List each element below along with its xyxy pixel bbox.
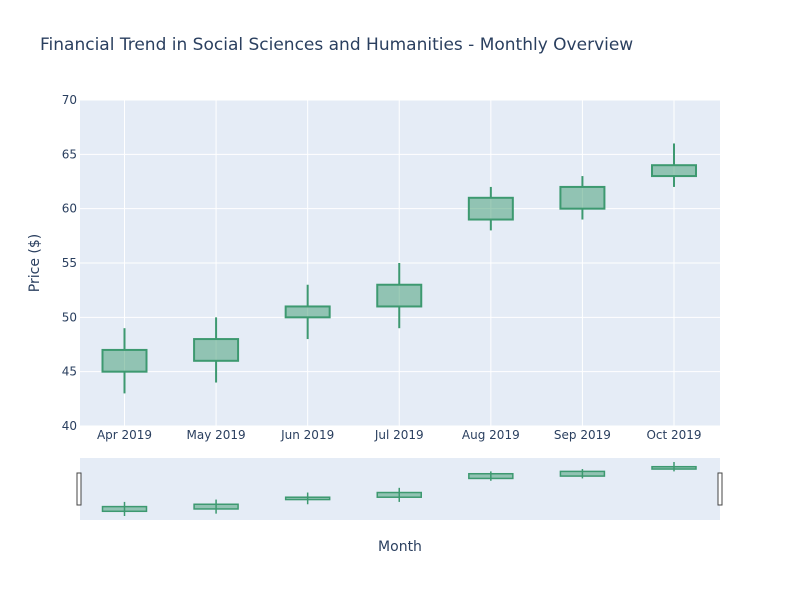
x-tick-label: Apr 2019 bbox=[97, 428, 152, 442]
y-axis-ticks: 40 45 50 55 60 65 70 bbox=[62, 93, 77, 433]
range-slider-candles bbox=[101, 462, 697, 516]
range-slider-right-handle[interactable] bbox=[717, 472, 723, 506]
candle-body bbox=[284, 305, 331, 319]
x-tick-label: Sep 2019 bbox=[554, 428, 611, 442]
candle-body bbox=[193, 338, 240, 362]
x-axis-ticks: Apr 2019 May 2019 Jun 2019 Jul 2019 Aug 2019… bbox=[97, 428, 702, 442]
x-tick-label: Aug 2019 bbox=[462, 428, 520, 442]
candle-body bbox=[101, 348, 148, 373]
slider-candle-body bbox=[468, 472, 514, 480]
x-tick-label: May 2019 bbox=[186, 428, 245, 442]
x-axis-title: Month bbox=[378, 539, 422, 555]
range-slider-left-handle[interactable] bbox=[76, 472, 82, 506]
y-tick-label: 70 bbox=[62, 93, 77, 107]
y-tick-label: 55 bbox=[62, 256, 77, 270]
candle-body bbox=[559, 185, 606, 210]
slider-candle-body bbox=[284, 496, 331, 501]
x-tick-label: Jul 2019 bbox=[374, 428, 424, 442]
slider-candle-body bbox=[559, 470, 606, 477]
chart-title: Financial Trend in Social Sciences and H… bbox=[40, 35, 633, 55]
slider-candle-body bbox=[193, 503, 239, 510]
candle-body bbox=[467, 196, 514, 221]
slider-candle-body bbox=[651, 465, 697, 470]
candles bbox=[101, 143, 697, 394]
candle-body bbox=[651, 164, 697, 178]
slider-candle-body bbox=[101, 505, 148, 513]
x-tick-label: Oct 2019 bbox=[646, 428, 701, 442]
y-axis-title: Price ($) bbox=[27, 234, 43, 292]
y-tick-label: 60 bbox=[62, 202, 77, 216]
y-tick-label: 40 bbox=[62, 419, 77, 433]
y-tick-label: 65 bbox=[62, 147, 77, 161]
y-tick-label: 45 bbox=[62, 365, 77, 379]
slider-candle-body bbox=[376, 491, 422, 498]
y-tick-label: 50 bbox=[62, 310, 77, 324]
candle-body bbox=[376, 283, 423, 308]
x-tick-label: Jun 2019 bbox=[280, 428, 334, 442]
